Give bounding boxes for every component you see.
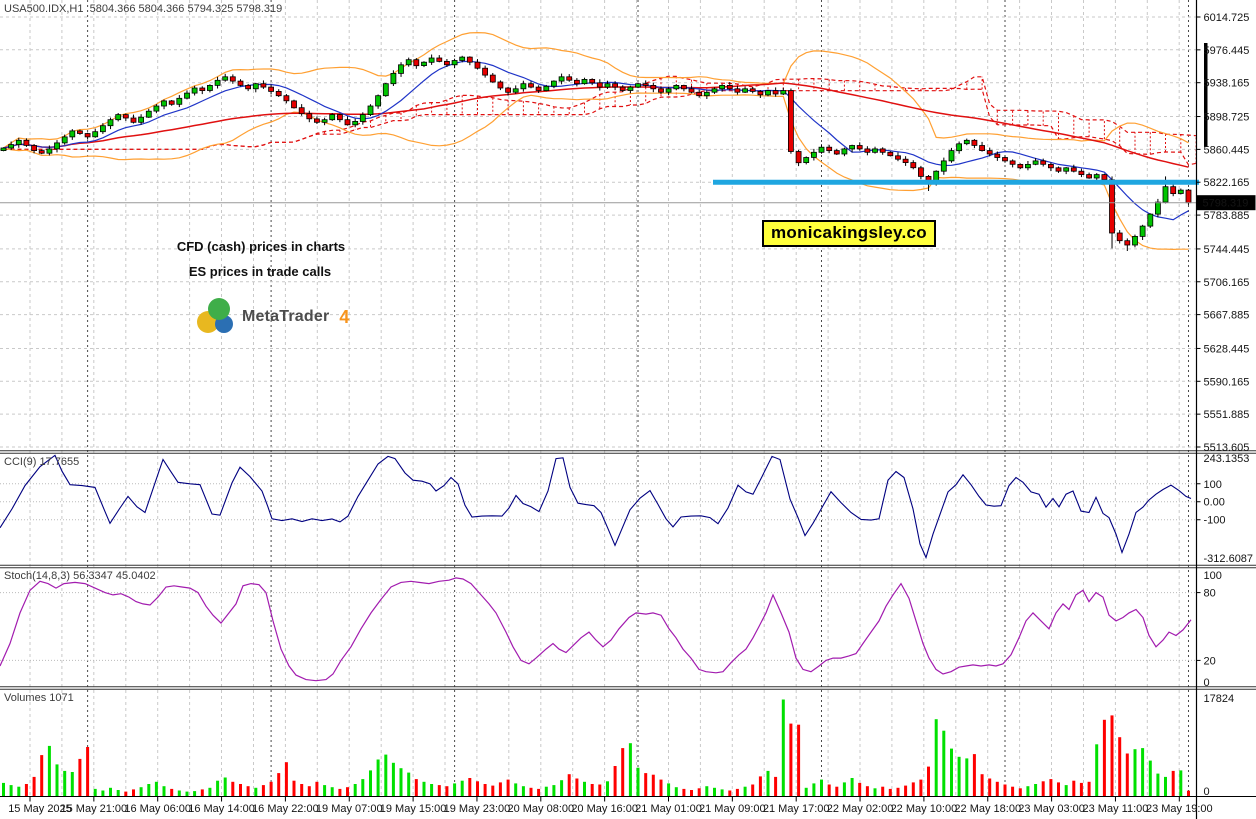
svg-text:5860.445: 5860.445 (1204, 144, 1250, 156)
svg-text:16 May 22:00: 16 May 22:00 (252, 803, 319, 815)
metatrader-logo-icon (197, 298, 235, 336)
svg-text:5822.165: 5822.165 (1204, 177, 1250, 189)
svg-text:16 May 06:00: 16 May 06:00 (124, 803, 191, 815)
indicator-label-volumes: Volumes 1071 (4, 692, 74, 704)
svg-text:15 May 21:00: 15 May 21:00 (61, 803, 128, 815)
main-chart-area[interactable] (0, 0, 1196, 450)
time-axis[interactable] (0, 797, 1256, 819)
svg-text:17824: 17824 (1204, 693, 1235, 705)
svg-text:23 May 19:00: 23 May 19:00 (1146, 803, 1213, 815)
svg-text:5590.165: 5590.165 (1204, 376, 1250, 388)
svg-text:19 May 15:00: 19 May 15:00 (380, 803, 447, 815)
chart-title: USA500.IDX,H1 5804.366 5804.366 5794.325… (4, 3, 283, 15)
stoch-panel[interactable] (0, 567, 1196, 687)
svg-text:5551.885: 5551.885 (1204, 409, 1250, 421)
svg-text:16 May 14:00: 16 May 14:00 (188, 803, 255, 815)
indicator-label-stoch: Stoch(14,8,3) 56.3347 45.0402 (4, 570, 156, 582)
annotation-cfd-prices: CFD (cash) prices in charts (176, 239, 346, 254)
watermark-badge: monicakingsley.co (762, 220, 936, 247)
svg-text:19 May 23:00: 19 May 23:00 (444, 803, 511, 815)
svg-text:5976.445: 5976.445 (1204, 45, 1250, 57)
annotation-es-prices: ES prices in trade calls (188, 264, 332, 279)
svg-text:-312.6087: -312.6087 (1204, 553, 1254, 565)
svg-text:5744.445: 5744.445 (1204, 244, 1250, 256)
svg-text:21 May 17:00: 21 May 17:00 (763, 803, 830, 815)
svg-text:22 May 10:00: 22 May 10:00 (891, 803, 958, 815)
svg-text:100: 100 (1204, 570, 1222, 582)
svg-text:-100: -100 (1204, 515, 1226, 527)
svg-text:243.1353: 243.1353 (1204, 453, 1250, 465)
svg-text:20 May 08:00: 20 May 08:00 (507, 803, 574, 815)
svg-text:20 May 16:00: 20 May 16:00 (571, 803, 638, 815)
current-price-badge (1197, 195, 1256, 211)
indicator-label-cci: CCI(9) 17.7655 (4, 456, 80, 468)
price-axis[interactable] (1196, 0, 1256, 797)
metatrader-logo-version: 4 (339, 306, 350, 327)
svg-text:23 May 03:00: 23 May 03:00 (1018, 803, 1085, 815)
svg-text:5938.165: 5938.165 (1204, 78, 1250, 90)
svg-text:5667.885: 5667.885 (1204, 310, 1250, 322)
svg-text:15 May 2025: 15 May 2025 (8, 803, 72, 815)
svg-text:0: 0 (1204, 677, 1210, 689)
volume-panel[interactable] (0, 689, 1196, 797)
svg-text:5628.445: 5628.445 (1204, 343, 1250, 355)
stoch-line (0, 577, 1192, 682)
svg-text:22 May 18:00: 22 May 18:00 (954, 803, 1021, 815)
cci-line (0, 454, 1192, 560)
axis-marker-bar (1204, 43, 1208, 147)
svg-text:0: 0 (1204, 786, 1210, 798)
svg-text:20: 20 (1204, 655, 1216, 667)
metatrader-logo-text: MetaTrader (242, 308, 330, 325)
cci-panel[interactable] (0, 453, 1196, 565)
svg-text:23 May 11:00: 23 May 11:00 (1083, 803, 1149, 815)
metatrader-logo: MetaTrader 4 (197, 298, 349, 336)
svg-text:6014.725: 6014.725 (1204, 12, 1250, 24)
svg-text:100: 100 (1204, 479, 1222, 491)
svg-text:5706.165: 5706.165 (1204, 277, 1250, 289)
svg-text:5513.605: 5513.605 (1204, 442, 1250, 454)
svg-text:21 May 01:00: 21 May 01:00 (635, 803, 702, 815)
svg-text:19 May 07:00: 19 May 07:00 (316, 803, 383, 815)
svg-text:80: 80 (1204, 588, 1216, 600)
svg-text:5798.319: 5798.319 (1203, 198, 1249, 210)
svg-text:22 May 02:00: 22 May 02:00 (827, 803, 894, 815)
svg-text:5898.725: 5898.725 (1204, 112, 1250, 124)
svg-text:21 May 09:00: 21 May 09:00 (699, 803, 766, 815)
svg-text:5783.885: 5783.885 (1204, 210, 1250, 222)
svg-text:0.00: 0.00 (1204, 497, 1225, 509)
